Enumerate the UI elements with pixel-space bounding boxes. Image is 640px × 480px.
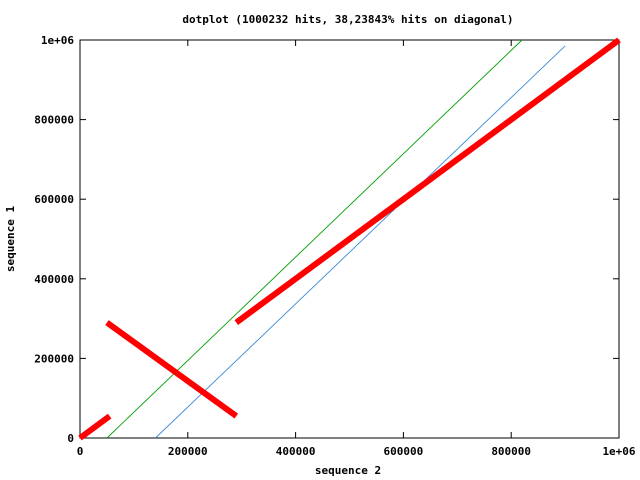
y-axis-label: sequence 1: [4, 206, 17, 273]
chart-title: dotplot (1000232 hits, 38,23843% hits on…: [182, 13, 513, 26]
x-tick-label-2: 400000: [276, 445, 316, 458]
series-0-segment-2: [234, 37, 621, 325]
y-tick-label-1: 200000: [34, 352, 74, 365]
y-tick-label-0: 0: [67, 432, 74, 445]
x-tick-label-0: 0: [77, 445, 84, 458]
series-2-segment-0: [155, 45, 566, 439]
x-tick-label-4: 800000: [491, 445, 531, 458]
y-tick-label-5: 1e+06: [41, 34, 74, 47]
plot-series: [78, 37, 621, 441]
axis-ticks: 0 200000 400000 600000 800000 1e+06 0 200000 400…: [34, 34, 636, 458]
y-tick-label-3: 600000: [34, 193, 74, 206]
plot-frame: [79, 39, 620, 439]
series-0-segment-1: [105, 320, 239, 419]
x-axis-label: sequence 2: [315, 464, 381, 477]
x-tick-label-3: 600000: [384, 445, 424, 458]
x-tick-label-1: 200000: [168, 445, 208, 458]
x-tick-label-5: 1e+06: [602, 445, 635, 458]
series-1-segment-0: [106, 39, 523, 439]
y-tick-label-4: 800000: [34, 114, 74, 127]
series-0-segment-0: [78, 413, 112, 441]
y-tick-label-2: 400000: [34, 273, 74, 286]
